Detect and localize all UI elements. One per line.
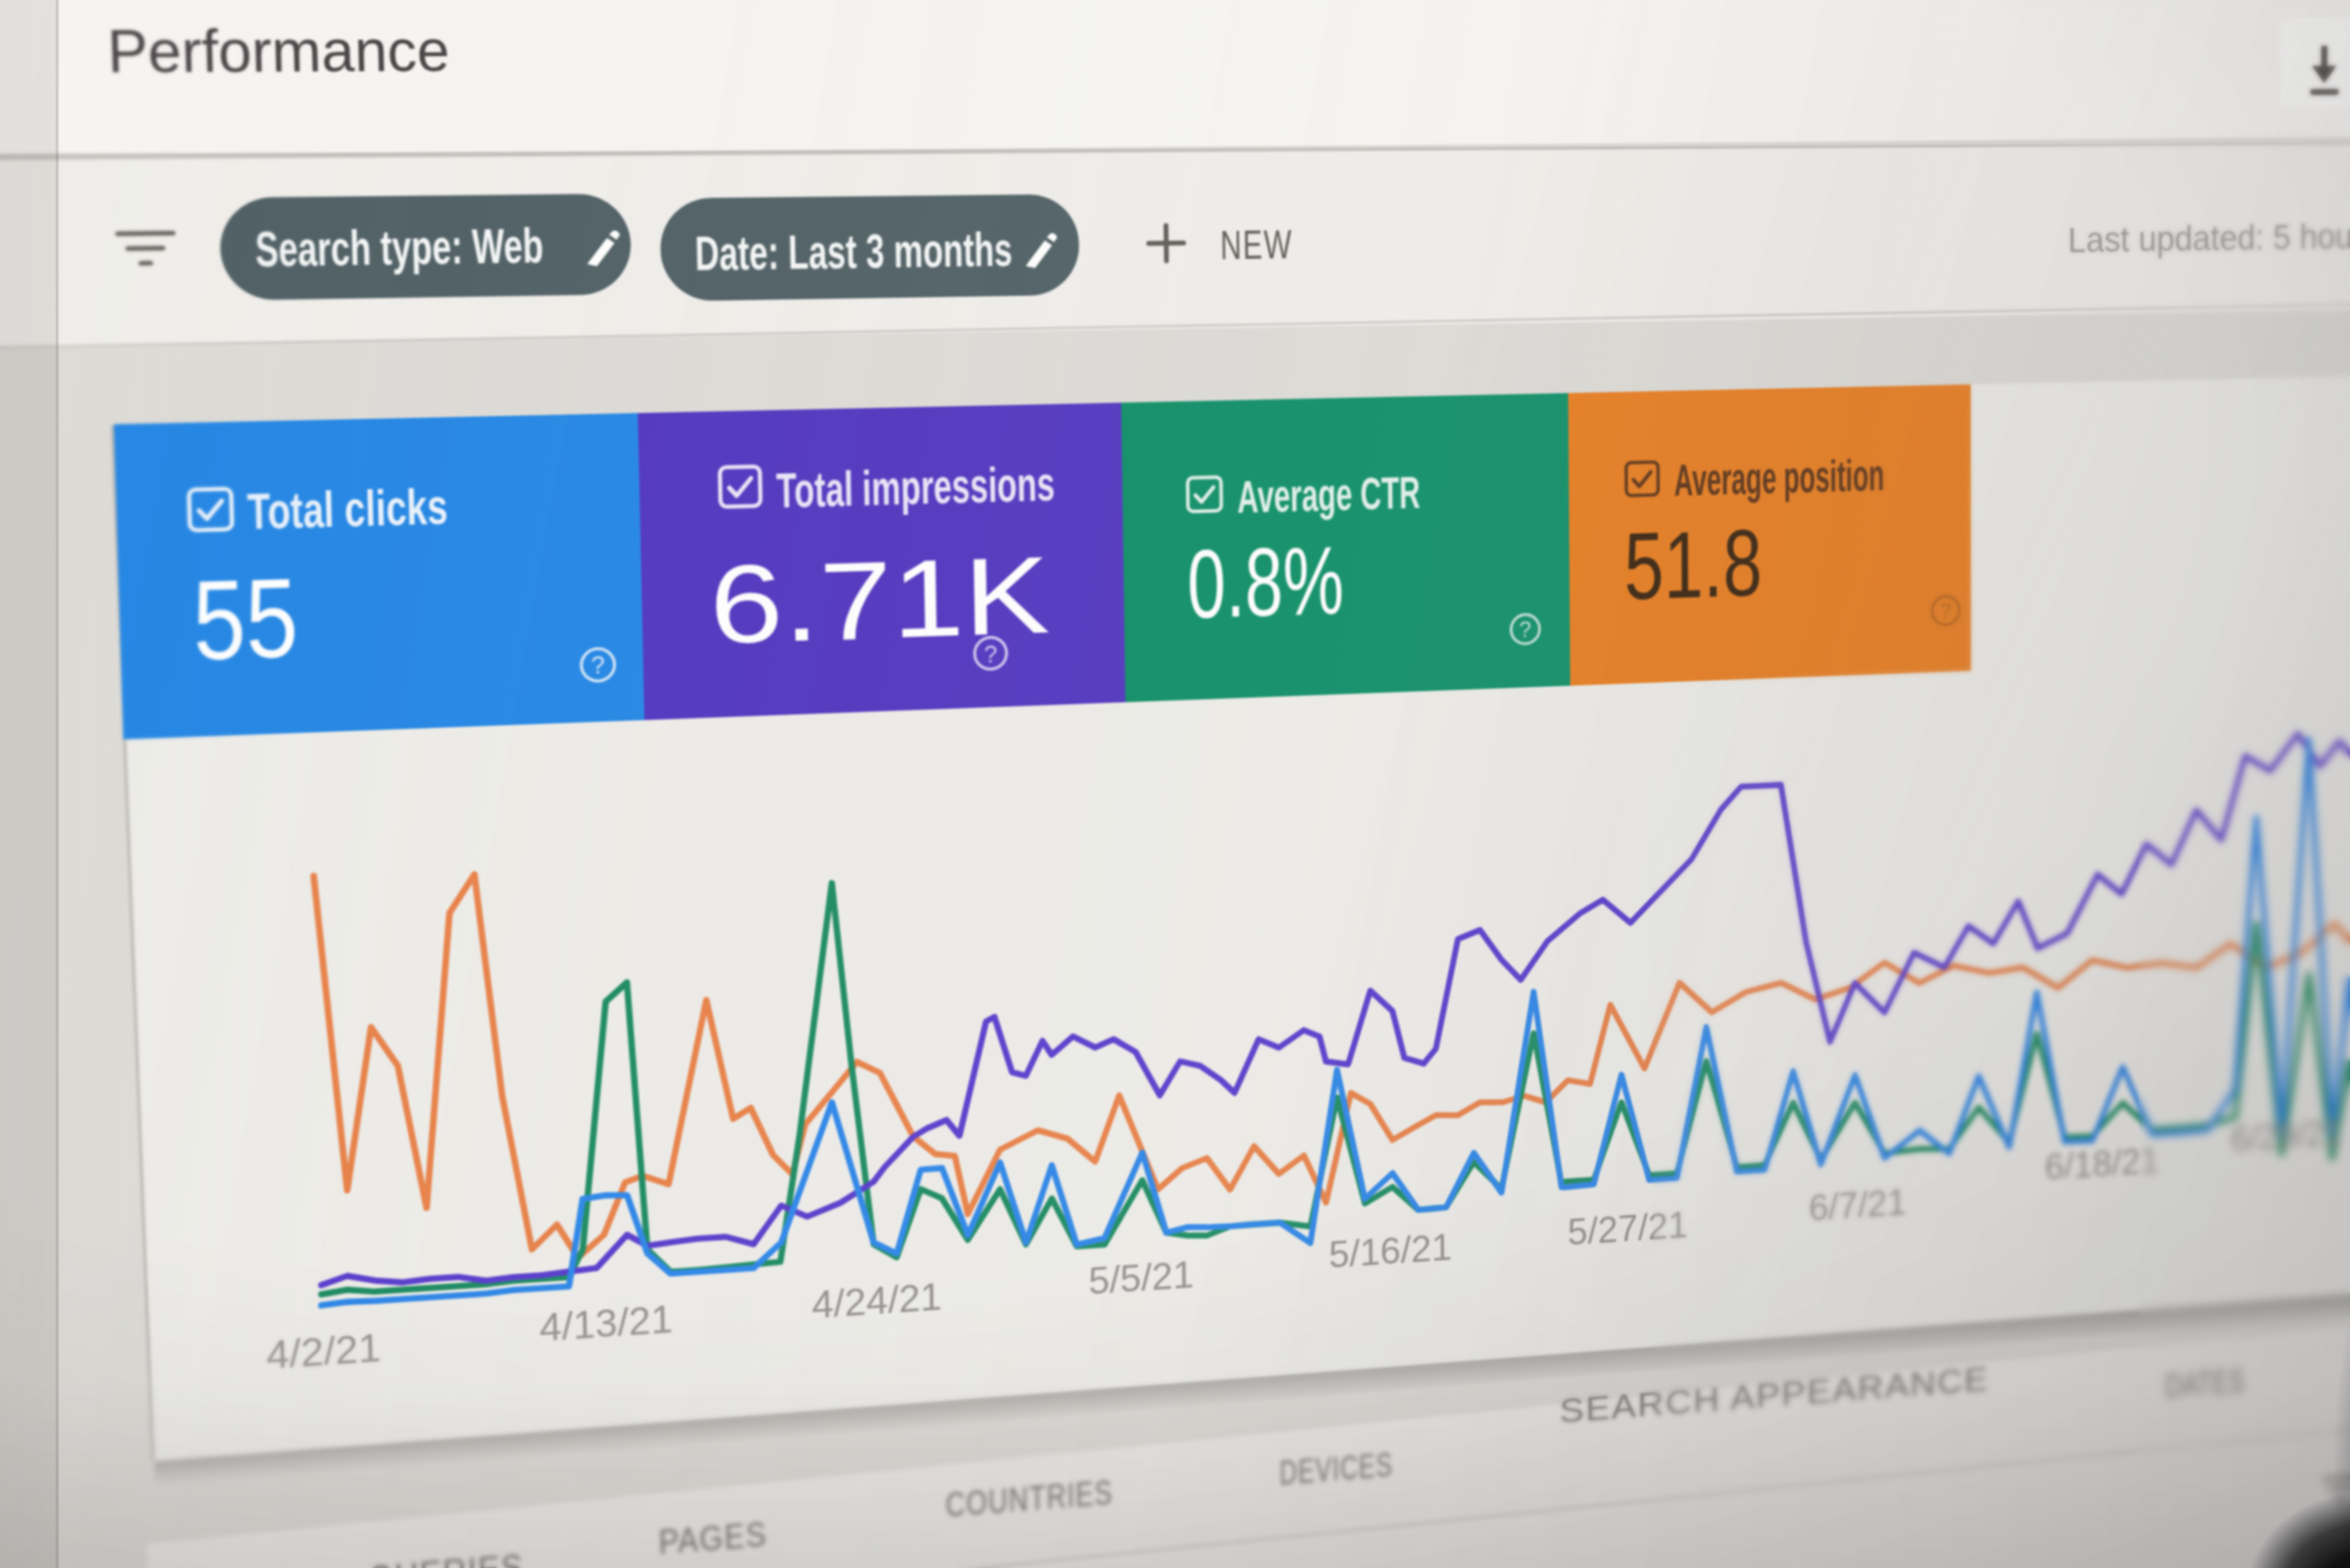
svg-text:?: ?	[984, 641, 998, 668]
svg-text:Search type: Web: Search type: Web	[254, 218, 543, 277]
svg-text:4/24/21: 4/24/21	[811, 1275, 942, 1327]
svg-text:Last updated: 5 hours ago: Last updated: 5 hours ago	[2068, 217, 2350, 261]
svg-text:DATES: DATES	[2165, 1362, 2245, 1405]
svg-text:Date: Last 3 months: Date: Last 3 months	[694, 223, 1013, 281]
svg-text:5/5/21: 5/5/21	[1088, 1253, 1193, 1303]
svg-text:5/16/21: 5/16/21	[1328, 1226, 1452, 1277]
svg-text:4/2/21: 4/2/21	[265, 1325, 381, 1377]
svg-text:4/13/21: 4/13/21	[539, 1297, 674, 1350]
svg-text:Total clicks: Total clicks	[247, 478, 449, 540]
svg-text:6.71K: 6.71K	[709, 533, 1051, 667]
svg-text:5/27/21: 5/27/21	[1568, 1204, 1688, 1253]
svg-text:51.8: 51.8	[1624, 510, 1762, 620]
svg-text:6/7/21: 6/7/21	[1808, 1182, 1907, 1229]
svg-text:?: ?	[1519, 617, 1531, 643]
svg-text:Performance: Performance	[106, 18, 451, 85]
svg-text:Average CTR: Average CTR	[1237, 467, 1420, 522]
svg-text:0.8%: 0.8%	[1187, 525, 1345, 638]
svg-text:6/18/21: 6/18/21	[2045, 1139, 2159, 1187]
svg-text:Average position: Average position	[1673, 451, 1884, 506]
svg-text:?: ?	[591, 652, 606, 679]
svg-text:?: ?	[1940, 599, 1952, 623]
svg-text:NEW: NEW	[1220, 222, 1293, 268]
svg-text:6/29/21: 6/29/21	[2231, 1112, 2343, 1159]
svg-text:Total impressions: Total impressions	[776, 456, 1055, 519]
svg-text:55: 55	[191, 556, 299, 684]
